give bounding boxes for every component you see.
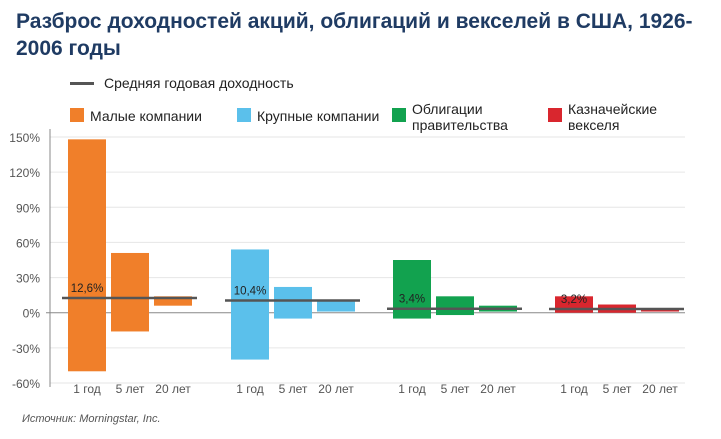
bar: [274, 286, 312, 319]
y-tick-label: 120%: [9, 166, 40, 180]
legend-label-bonds: Облигации правительства: [412, 101, 508, 133]
mean-label: 3,4%: [399, 294, 425, 306]
legend-label-bills: Казначейские векселя: [568, 101, 658, 133]
x-tick-label: 1 год: [560, 382, 588, 396]
x-tick-label: 5 лет: [441, 382, 470, 396]
x-tick-label: 5 лет: [116, 382, 145, 396]
x-tick-label: 5 лет: [279, 382, 308, 396]
mean-label: 3,2%: [561, 294, 587, 306]
y-tick-label: 150%: [9, 131, 40, 145]
x-tick-label: 5 лет: [603, 382, 632, 396]
y-tick-label: 60%: [16, 236, 40, 250]
bar: [231, 249, 269, 360]
y-tick-label: -60%: [12, 377, 40, 391]
x-tick-label: 1 год: [398, 382, 426, 396]
y-tick-label: 30%: [16, 272, 40, 286]
legend-label-small: Малые компании: [90, 108, 202, 124]
y-tick-label: -30%: [12, 342, 40, 356]
legend-mean-label: Средняя годовая доходность: [104, 75, 294, 91]
bar: [317, 299, 355, 312]
legend-label-large: Крупные компании: [257, 108, 380, 124]
legend-swatch-bills: [548, 108, 562, 122]
legend-swatch-small: [70, 108, 84, 122]
x-tick-label: 20 лет: [155, 382, 191, 396]
x-tick-label: 20 лет: [642, 382, 678, 396]
bar: [641, 309, 679, 312]
y-tick-label: 0%: [23, 307, 41, 321]
y-tick-label: 90%: [16, 201, 40, 215]
bar: [154, 296, 192, 306]
bar: [68, 139, 106, 372]
x-tick-label: 20 лет: [480, 382, 516, 396]
x-tick-label: 1 год: [73, 382, 101, 396]
mean-label: 12,6%: [71, 283, 104, 295]
legend-mean-line: [70, 82, 94, 85]
bar: [436, 296, 474, 316]
x-tick-label: 1 год: [236, 382, 264, 396]
legend-swatch-bonds: [392, 108, 406, 122]
source-note: Источник: Morningstar, Inc.: [22, 413, 161, 425]
legend-swatch-large: [237, 108, 251, 122]
x-tick-label: 20 лет: [318, 382, 354, 396]
bar: [111, 252, 149, 332]
mean-label: 10,4%: [234, 286, 267, 298]
chart-title: Разброс доходностей акций, облигаций и в…: [16, 10, 693, 60]
